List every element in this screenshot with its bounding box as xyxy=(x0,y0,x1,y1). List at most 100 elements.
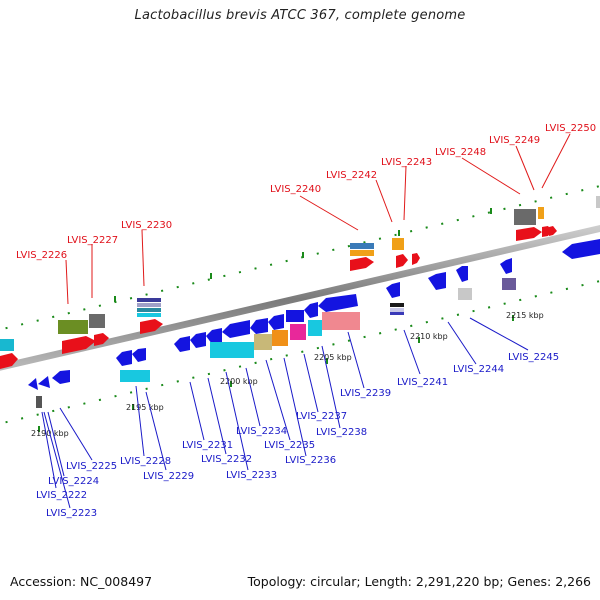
forward-strand-features[interactable] xyxy=(0,196,600,369)
gene-arrow xyxy=(28,378,38,390)
scale-label: 2210 kbp xyxy=(410,332,448,341)
gene-box xyxy=(502,278,516,290)
gene-label: LVIS_2227 xyxy=(67,235,118,246)
gene-label: LVIS_2233 xyxy=(226,470,277,481)
gene-arrow xyxy=(562,239,600,259)
gene-label: LVIS_2223 xyxy=(46,508,97,519)
gene-label: LVIS_2238 xyxy=(316,427,367,438)
gene-box xyxy=(322,312,360,330)
gene-label: LVIS_2239 xyxy=(340,388,391,399)
gene-box xyxy=(538,207,544,219)
gene-label: LVIS_2230 xyxy=(121,220,172,231)
gene-box xyxy=(58,320,88,334)
gene-arrow xyxy=(428,272,446,290)
gene-box xyxy=(392,238,404,250)
gene-arrow xyxy=(268,314,284,330)
gene-box xyxy=(390,308,404,312)
gene-label: LVIS_2229 xyxy=(143,471,194,482)
gene-arrow xyxy=(250,318,268,334)
map-title: Lactobacillus brevis ATCC 367, complete … xyxy=(134,8,466,23)
gene-arrow xyxy=(516,227,542,241)
gene-label: LVIS_2250 xyxy=(545,123,596,134)
gene-label: LVIS_2225 xyxy=(66,461,117,472)
gene-label: LVIS_2248 xyxy=(435,147,486,158)
gene-box xyxy=(210,342,254,358)
gene-box xyxy=(137,303,161,307)
gene-label: LVIS_2235 xyxy=(264,440,315,451)
reverse-gene-labels: LVIS_2222 LVIS_2223 LVIS_2224 LVIS_2225 … xyxy=(36,352,559,519)
gene-label: LVIS_2226 xyxy=(16,250,67,261)
gene-arrow xyxy=(222,320,250,338)
gene-label: LVIS_2240 xyxy=(270,184,321,195)
gene-box xyxy=(272,330,288,346)
gene-label: LVIS_2249 xyxy=(489,135,540,146)
gene-arrow xyxy=(38,376,50,388)
gene-box xyxy=(286,310,304,322)
bottom-leader-lines xyxy=(41,317,529,509)
gene-arrow xyxy=(386,282,400,298)
scale-label: 2205 kbp xyxy=(314,353,352,362)
gene-box xyxy=(36,396,42,408)
gene-box xyxy=(390,312,404,315)
gene-box xyxy=(596,196,600,208)
gene-label: LVIS_2231 xyxy=(182,440,233,451)
gene-box xyxy=(120,370,150,382)
ruler-ticks xyxy=(38,208,514,432)
gene-box xyxy=(514,209,536,225)
gene-box xyxy=(350,243,374,249)
gene-label: LVIS_2245 xyxy=(508,352,559,363)
gene-arrow xyxy=(190,332,206,348)
gene-label: LVIS_2234 xyxy=(236,426,287,437)
gene-arrow xyxy=(94,333,109,346)
gene-arrow xyxy=(318,294,358,312)
gene-arrow xyxy=(206,328,222,344)
scale-label: 2200 kbp xyxy=(220,377,258,386)
gene-arrow xyxy=(116,350,132,366)
gene-arrow xyxy=(52,370,70,384)
gene-arrow xyxy=(62,336,96,354)
genome-summary-text: Topology: circular; Length: 2,291,220 bp… xyxy=(247,574,591,589)
gene-box xyxy=(137,298,161,302)
gene-box xyxy=(458,288,472,300)
gene-label: LVIS_2242 xyxy=(326,170,377,181)
forward-gene-labels: LVIS_2226 LVIS_2227 LVIS_2230 LVIS_2240 … xyxy=(16,123,596,261)
gene-box xyxy=(137,313,161,317)
gene-label: LVIS_2244 xyxy=(453,364,504,375)
gene-arrow xyxy=(0,353,18,369)
genome-backbone xyxy=(0,225,600,371)
gene-box xyxy=(290,324,306,340)
gene-arrow xyxy=(350,257,374,271)
gene-arrow xyxy=(412,253,420,265)
gene-arrow xyxy=(140,319,163,334)
reverse-strand-features[interactable] xyxy=(28,239,600,408)
gene-box xyxy=(308,320,322,336)
accession-text: Accession: NC_008497 xyxy=(10,574,153,589)
scale-label: 2215 kbp xyxy=(506,311,544,320)
gene-box xyxy=(390,303,404,307)
gene-label: LVIS_2224 xyxy=(48,476,99,487)
gene-arrow xyxy=(500,258,512,274)
gene-label: LVIS_2236 xyxy=(285,455,336,466)
top-leader-lines xyxy=(65,133,571,305)
gene-arrow xyxy=(174,336,190,352)
gene-label: LVIS_2222 xyxy=(36,490,87,501)
gene-label: LVIS_2228 xyxy=(120,456,171,467)
gene-arrow xyxy=(304,302,318,318)
scale-label: 2195 kbp xyxy=(126,403,164,412)
gene-box xyxy=(89,314,105,328)
gene-label: LVIS_2237 xyxy=(296,411,347,422)
gene-label: LVIS_2232 xyxy=(201,454,252,465)
gene-arrow xyxy=(549,226,557,236)
gene-label: LVIS_2241 xyxy=(397,377,448,388)
gene-box xyxy=(0,339,14,351)
ruler-outer xyxy=(0,185,600,425)
gene-arrow xyxy=(132,348,146,362)
gene-arrow xyxy=(396,254,408,268)
gene-box xyxy=(254,334,272,350)
gene-label: LVIS_2243 xyxy=(381,157,432,168)
gene-box xyxy=(137,308,161,312)
gene-box xyxy=(350,250,374,256)
gene-arrow xyxy=(456,266,468,282)
